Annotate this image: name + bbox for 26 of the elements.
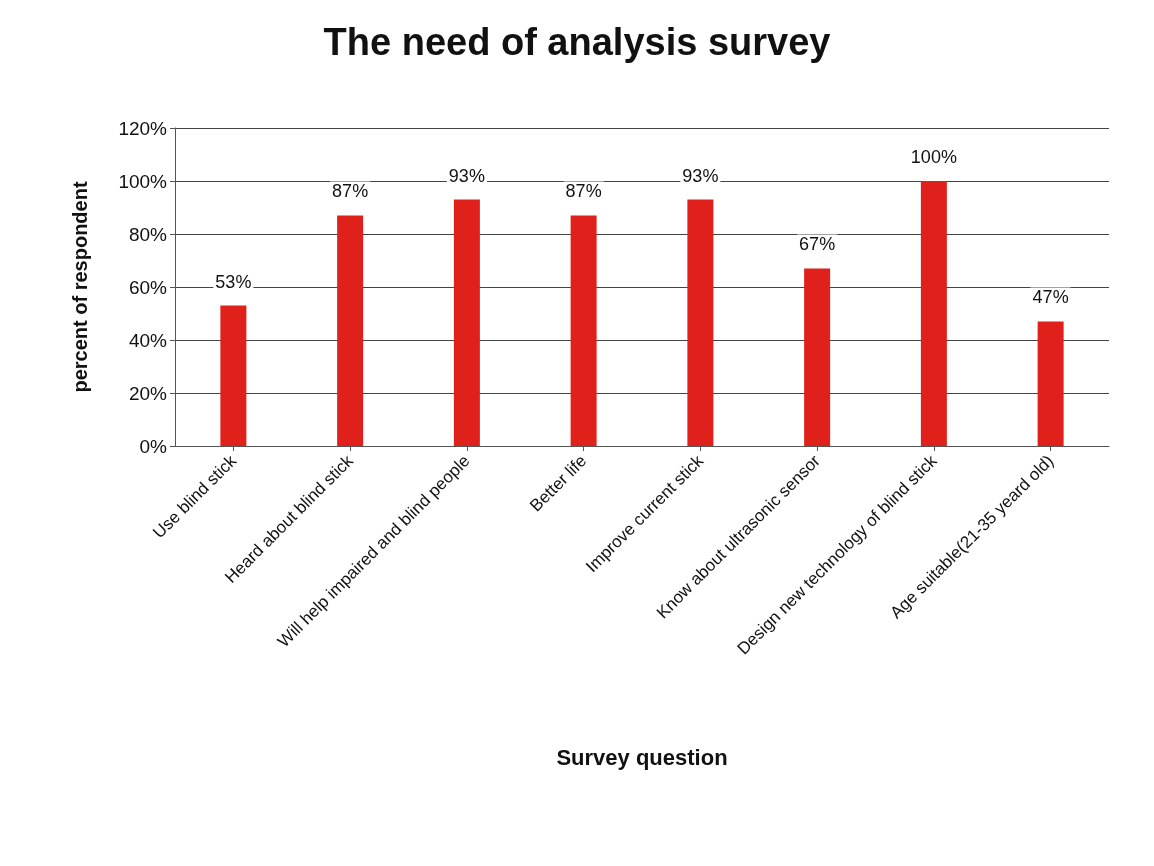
bar xyxy=(337,215,364,446)
bar xyxy=(804,268,831,446)
data-label: 53% xyxy=(215,271,252,292)
bar xyxy=(570,215,597,446)
bar xyxy=(220,305,247,446)
y-tick-label: 40% xyxy=(128,329,168,351)
data-label: 100% xyxy=(910,147,957,167)
y-axis-title: percent of respondent xyxy=(69,181,91,393)
y-tick-label: 120% xyxy=(118,117,168,139)
bar xyxy=(1037,321,1064,446)
data-label: 47% xyxy=(1032,287,1069,308)
y-tick-label: 80% xyxy=(128,223,168,245)
x-axis-title: Survey question xyxy=(556,744,728,770)
bar xyxy=(687,199,714,446)
data-label: 67% xyxy=(799,234,836,255)
data-label: 87% xyxy=(565,181,602,202)
data-label: 93% xyxy=(448,165,485,186)
bar xyxy=(920,181,947,446)
y-tick-label: 100% xyxy=(118,170,168,192)
bar xyxy=(453,199,480,446)
y-tick-label: 20% xyxy=(128,382,168,404)
chart-title: The need of analysis survey xyxy=(323,21,831,63)
y-tick-label: 60% xyxy=(128,276,168,298)
data-label: 93% xyxy=(682,165,719,186)
data-label: 87% xyxy=(332,181,369,202)
y-tick-label: 0% xyxy=(139,435,168,457)
